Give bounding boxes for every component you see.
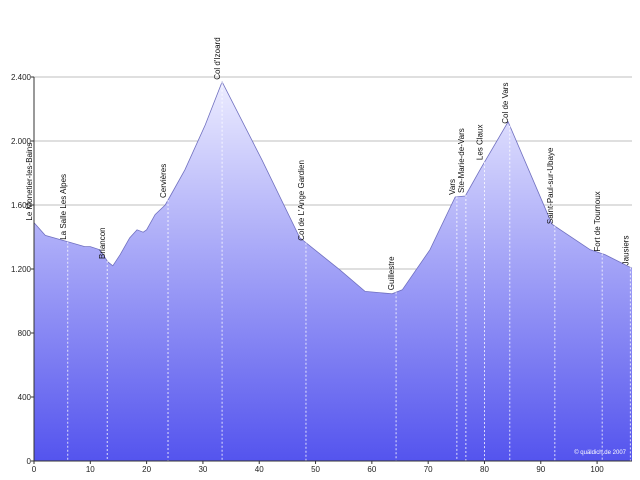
waypoint-label: Col de L'Ange Gardien (297, 160, 306, 241)
y-tick-label: 800 (18, 329, 32, 338)
area-fill (34, 81, 632, 462)
x-tick-label: 80 (480, 465, 489, 474)
x-tick-label: 0 (32, 465, 37, 474)
x-tick-label: 100 (590, 465, 604, 474)
x-tick-label: 30 (198, 465, 207, 474)
axes: 0 400 800 1.200 1.600 2.000 2.400 0 10 20 30 40 50 60… (11, 73, 632, 474)
y-tick-label: 0 (27, 457, 32, 466)
x-tick-label: 40 (255, 465, 264, 474)
waypoint-label: Col d'Izoard (213, 37, 222, 79)
y-tick-label: 400 (18, 393, 32, 402)
waypoint-label: Ste-Marie-de-Vars (457, 128, 466, 193)
waypoint-label: Guillestre (387, 256, 396, 290)
y-tick-label: 2.400 (11, 73, 32, 82)
x-tick-label: 70 (424, 465, 433, 474)
waypoint-label: Jausiers (621, 236, 630, 266)
plot (33, 80, 633, 462)
waypoint-label: Vars (448, 179, 457, 195)
waypoint-label: Col de Vars (501, 83, 510, 124)
x-tick-label: 20 (142, 465, 151, 474)
x-tick-label: 50 (311, 465, 320, 474)
credit: © quäldich.de 2007 (574, 449, 626, 456)
x-tick-label: 10 (86, 465, 95, 474)
y-tick-label: 2.000 (11, 137, 32, 146)
profile-line (33, 80, 633, 295)
waypoint-label: Briancon (98, 227, 107, 259)
y-tick-label: 1.600 (11, 201, 32, 210)
x-tick-label: 60 (367, 465, 376, 474)
waypoint-label: Cervières (159, 164, 168, 198)
waypoint-label: La Salle Les Alpes (59, 174, 68, 240)
waypoint-label: Saint-Paul-sur-Ubaye (546, 147, 555, 224)
waypoints: Le Monetier-les-Bains La Salle Les Alpes B… (25, 37, 631, 461)
waypoint-label: Fort de Tournoux (593, 191, 602, 251)
waypoint-label: Le Monetier-les-Bains (25, 143, 34, 221)
waypoint-label: Les Claux (475, 125, 484, 161)
x-tick-label: 90 (536, 465, 545, 474)
y-tick-label: 1.200 (11, 265, 32, 274)
